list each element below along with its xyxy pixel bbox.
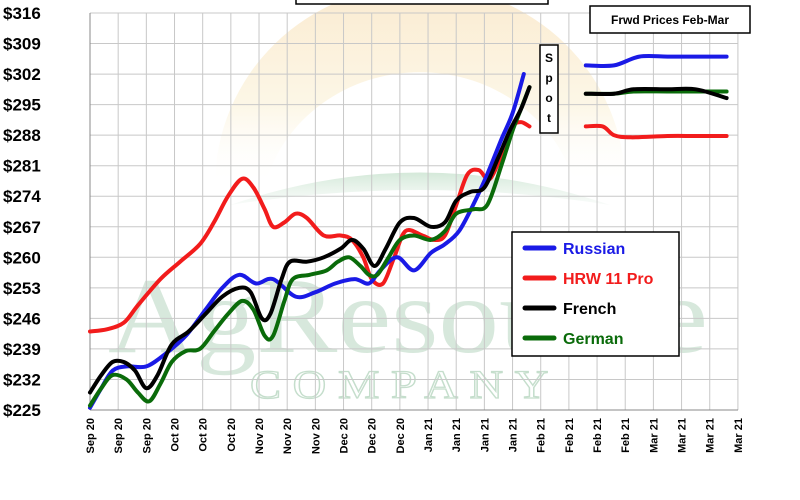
y-axis-ticks: $316 $309 $302 $295 $288 $281 $274 $267 $260 $253… <box>3 4 41 420</box>
x-tick-label: Nov 20 <box>254 418 266 454</box>
x-tick-label: Mar 21 <box>648 418 660 453</box>
x-tick-label: Oct 20 <box>198 418 210 452</box>
y-tick-label: $302 <box>3 65 41 84</box>
x-tick-label: Sep 20 <box>113 418 125 453</box>
y-tick-label: $246 <box>3 309 41 328</box>
series-line-hrw-11-pro <box>88 120 532 334</box>
x-tick-label: Jan 21 <box>423 418 435 452</box>
forward-prices-label: Frwd Prices Feb-Mar <box>589 5 751 34</box>
x-tick-label: Sep 20 <box>141 418 153 453</box>
legend-label-hrw-11-pro: HRW 11 Pro <box>563 271 654 288</box>
x-tick-label: Mar 21 <box>677 418 689 453</box>
series-line-german <box>88 85 532 408</box>
y-tick-label: $225 <box>3 401 41 420</box>
legend-label-russian: Russian <box>563 241 625 258</box>
legend-label-french: French <box>563 301 616 318</box>
forward-line-french <box>583 86 729 101</box>
x-tick-label: Dec 20 <box>395 418 407 453</box>
x-tick-label: Mar 21 <box>733 418 745 453</box>
y-tick-label: $274 <box>3 187 41 206</box>
forward-prices-title: Frwd Prices Feb-Mar <box>611 13 729 27</box>
x-tick-label: Oct 20 <box>170 418 182 452</box>
x-axis-ticks: Sep 20 Sep 20 Sep 20 Oct 20 Oct 20 Oct 20 Nov … <box>85 418 745 454</box>
x-tick-label: Dec 20 <box>339 418 351 453</box>
y-tick-label: $253 <box>3 279 41 298</box>
x-tick-label: Feb 21 <box>564 418 576 453</box>
x-tick-label: Nov 20 <box>282 418 294 454</box>
y-tick-label: $239 <box>3 340 41 359</box>
legend: Russian HRW 11 Pro French German <box>511 231 680 357</box>
title-box <box>295 0 549 5</box>
y-tick-label: $232 <box>3 370 41 389</box>
legend-label-german: German <box>563 331 623 348</box>
x-tick-label: Jan 21 <box>479 418 491 452</box>
forward-line-hrw-11-pro <box>583 123 729 140</box>
y-tick-label: $260 <box>3 248 41 267</box>
x-tick-label: Feb 21 <box>620 418 632 453</box>
series-line-french <box>88 85 532 395</box>
x-tick-label: Jan 21 <box>451 418 463 452</box>
y-tick-label: $316 <box>3 4 41 23</box>
x-tick-label: Oct 20 <box>226 418 238 452</box>
y-tick-label: $288 <box>3 126 41 145</box>
watermark-sub: COMPANY <box>250 362 560 407</box>
x-tick-label: Feb 21 <box>592 418 604 453</box>
series-line-russian <box>88 72 526 410</box>
legend-box <box>511 231 680 357</box>
series-layer <box>88 53 729 410</box>
x-tick-label: Dec 20 <box>367 418 379 453</box>
y-tick-label: $267 <box>3 218 41 237</box>
x-tick-label: Nov 20 <box>310 418 322 454</box>
x-tick-label: Jan 21 <box>508 418 520 452</box>
x-tick-label: Feb 21 <box>536 418 548 453</box>
y-tick-label: $281 <box>3 157 41 176</box>
x-tick-label: Sep 20 <box>85 418 97 453</box>
forward-line-russian <box>583 53 729 69</box>
x-tick-label: Mar 21 <box>705 418 717 453</box>
y-tick-label: $309 <box>3 35 41 54</box>
y-tick-label: $295 <box>3 96 41 115</box>
